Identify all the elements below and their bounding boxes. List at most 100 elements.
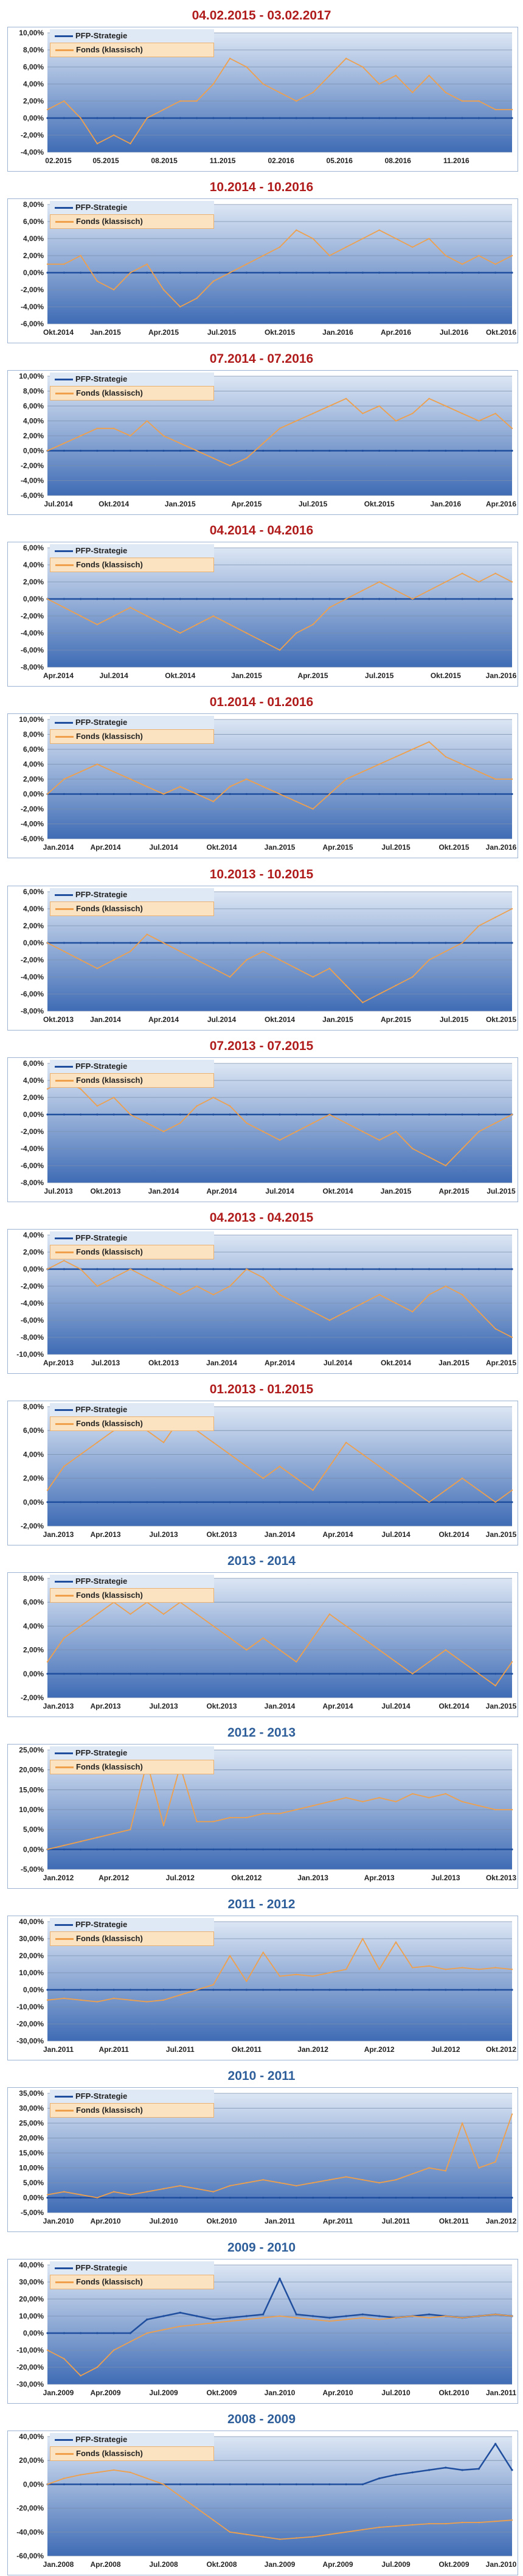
data-point-strategy bbox=[129, 1989, 131, 1991]
data-point-fund bbox=[445, 1164, 447, 1167]
data-point-fund bbox=[494, 413, 496, 415]
legend-item-strategy: PFP-Strategie bbox=[50, 2261, 214, 2275]
data-point-strategy bbox=[179, 1268, 181, 1270]
data-point-fund bbox=[412, 91, 414, 94]
data-point-strategy bbox=[461, 1673, 463, 1675]
data-point-fund bbox=[63, 1259, 65, 1262]
legend-label: Fonds (klassisch) bbox=[76, 2449, 143, 2458]
y-tick-label: -5,00% bbox=[21, 2208, 44, 2217]
data-point-strategy bbox=[279, 598, 281, 600]
data-point-strategy bbox=[80, 793, 82, 796]
y-tick-label: 6,00% bbox=[23, 217, 44, 226]
y-tick-label: -8,00% bbox=[21, 1007, 44, 1015]
x-tick-label: Jan.2014 bbox=[90, 1015, 121, 1024]
data-point-strategy bbox=[113, 1848, 115, 1850]
data-point-fund bbox=[130, 1113, 131, 1116]
legend-label: PFP-Strategie bbox=[75, 1748, 128, 1757]
data-point-fund bbox=[96, 142, 99, 145]
data-point-fund bbox=[362, 1454, 364, 1455]
y-tick-label: -6,00% bbox=[21, 320, 44, 328]
data-point-strategy bbox=[63, 271, 65, 274]
line-chart: 25,00% 20,00% 15,00% 10,00% 5,00% 0,00% -5,00%… bbox=[19, 1746, 516, 1882]
x-tick-label: Okt.2009 bbox=[438, 2560, 469, 2569]
y-tick-label: 6,00% bbox=[23, 1598, 44, 1606]
data-point-fund bbox=[511, 254, 513, 257]
data-point-fund bbox=[428, 589, 430, 592]
x-tick-label: Jul.2014 bbox=[99, 671, 128, 680]
y-tick-label: 4,00% bbox=[23, 1450, 44, 1458]
y-tick-label: 4,00% bbox=[23, 905, 44, 913]
data-point-fund bbox=[461, 2122, 463, 2124]
x-tick-label: Okt.2011 bbox=[439, 2217, 469, 2225]
data-point-strategy bbox=[229, 1268, 231, 1270]
data-point-strategy bbox=[162, 2196, 165, 2199]
data-point-fund bbox=[312, 2319, 314, 2320]
data-point-fund bbox=[196, 623, 198, 626]
y-tick-label: 6,00% bbox=[23, 1059, 44, 1068]
data-point-fund bbox=[296, 229, 297, 231]
chart-legend: PFP-Strategie Fonds (klassisch) bbox=[50, 1231, 214, 1259]
data-point-fund bbox=[196, 1821, 198, 1822]
legend-swatch bbox=[55, 1066, 73, 1068]
data-point-strategy bbox=[461, 598, 463, 600]
legend-label: Fonds (klassisch) bbox=[76, 560, 143, 569]
data-point-strategy bbox=[312, 1113, 314, 1116]
data-point-strategy bbox=[262, 793, 265, 796]
legend-label: PFP-Strategie bbox=[75, 1233, 128, 1242]
data-point-strategy bbox=[212, 793, 215, 796]
x-tick-label: Jul.2013 bbox=[149, 1702, 178, 1710]
data-point-fund bbox=[80, 435, 81, 437]
data-point-fund bbox=[312, 413, 314, 415]
data-point-strategy bbox=[113, 2483, 115, 2485]
legend-item-fund: Fonds (klassisch) bbox=[50, 558, 214, 572]
x-tick-label: Jan.2015 bbox=[165, 500, 196, 508]
data-point-fund bbox=[279, 649, 281, 651]
data-point-strategy bbox=[113, 793, 115, 796]
chart-title: 10.2014 - 10.2016 bbox=[209, 180, 314, 194]
data-point-strategy bbox=[395, 1268, 397, 1270]
data-point-strategy bbox=[279, 1989, 281, 1991]
data-point-fund bbox=[63, 2191, 65, 2193]
data-point-strategy bbox=[146, 2319, 148, 2321]
data-point-fund bbox=[445, 581, 447, 583]
y-tick-label: 20,00% bbox=[19, 2295, 44, 2303]
data-point-strategy bbox=[63, 793, 65, 796]
data-point-strategy bbox=[395, 2474, 397, 2476]
data-point-fund bbox=[80, 2375, 81, 2377]
data-point-strategy bbox=[445, 942, 447, 944]
data-point-strategy bbox=[494, 449, 497, 452]
data-point-strategy bbox=[229, 449, 231, 452]
legend-label: PFP-Strategie bbox=[75, 2263, 128, 2272]
data-point-strategy bbox=[179, 793, 181, 796]
x-tick-label: Okt.2014 bbox=[43, 328, 74, 337]
data-point-strategy bbox=[245, 2315, 248, 2317]
legend-label: Fonds (klassisch) bbox=[76, 732, 143, 741]
data-point-strategy bbox=[295, 793, 297, 796]
data-point-fund bbox=[262, 1813, 264, 1815]
y-tick-label: 2,00% bbox=[23, 1093, 44, 1102]
x-tick-label: Jul.2009 bbox=[149, 2389, 178, 2397]
legend-label: Fonds (klassisch) bbox=[76, 45, 143, 54]
chart-panel: 2013 - 2014 8,00% 6,00% 4,00% 2,00% 0,00% -2,0… bbox=[0, 1545, 523, 1717]
y-tick-label: 0,00% bbox=[23, 1670, 44, 1678]
y-tick-label: 20,00% bbox=[19, 1951, 44, 1960]
data-point-fund bbox=[312, 1489, 314, 1491]
data-point-fund bbox=[212, 1984, 215, 1986]
data-point-fund bbox=[246, 1268, 248, 1270]
x-tick-label: Apr.2012 bbox=[99, 1874, 129, 1882]
x-tick-label: Okt.2014 bbox=[381, 1359, 411, 1367]
x-tick-label: Jul.2014 bbox=[149, 843, 178, 852]
data-point-fund bbox=[279, 427, 281, 429]
data-point-fund bbox=[179, 786, 181, 788]
chart-legend: PFP-Strategie Fonds (klassisch) bbox=[50, 1575, 214, 1603]
y-tick-label: 30,00% bbox=[19, 2104, 44, 2113]
data-point-strategy bbox=[212, 1673, 215, 1675]
data-point-strategy bbox=[511, 271, 513, 274]
data-point-strategy bbox=[63, 598, 65, 600]
data-point-fund bbox=[246, 778, 248, 780]
data-point-fund bbox=[362, 66, 364, 68]
data-point-fund bbox=[279, 2315, 281, 2317]
data-point-fund bbox=[113, 771, 115, 772]
data-point-strategy bbox=[295, 1673, 297, 1675]
data-point-strategy bbox=[129, 2196, 131, 2199]
